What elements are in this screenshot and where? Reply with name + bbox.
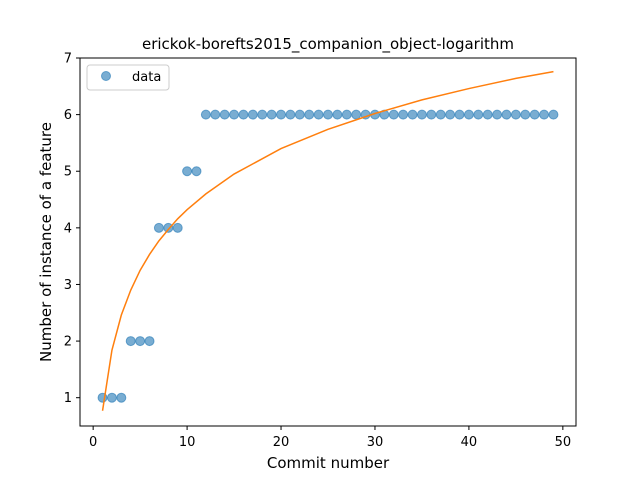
legend-marker-data [101, 71, 111, 81]
plot-marks [97, 70, 559, 411]
data-point [153, 222, 164, 233]
data-point [219, 109, 230, 120]
plot-frame [79, 57, 577, 427]
y-tick-label: 4 [64, 221, 72, 236]
data-point [210, 109, 221, 120]
legend-label-data: data [132, 70, 161, 85]
data-point [435, 109, 446, 120]
data-point [454, 109, 465, 120]
data-point [266, 109, 277, 120]
data-point [510, 109, 521, 120]
data-point [351, 109, 362, 120]
data-point [539, 109, 550, 120]
x-tick-label: 50 [555, 435, 572, 450]
data-point [341, 109, 352, 120]
y-tick-label: 7 [64, 52, 72, 67]
fit-line [101, 70, 554, 411]
data-point [285, 109, 296, 120]
x-tick-label: 0 [89, 435, 97, 450]
data-point [323, 109, 333, 120]
y-tick-label: 1 [64, 391, 72, 406]
data-point [144, 336, 155, 347]
data-point [520, 109, 531, 120]
data-point [482, 109, 493, 120]
data-point [229, 109, 240, 120]
legend: data [86, 64, 170, 91]
data-point [182, 166, 193, 177]
data-point [548, 109, 559, 120]
chart-title: erickok-borefts2015_companion_object-log… [142, 35, 514, 54]
data-point [416, 109, 427, 120]
y-tick-label: 5 [64, 165, 72, 180]
data-point [529, 109, 540, 120]
data-point [238, 109, 249, 120]
x-tick-label: 20 [273, 435, 290, 450]
data-point [294, 109, 305, 120]
data-point [163, 222, 174, 233]
x-axis-ticks: 0 10 20 30 40 50 [89, 426, 571, 450]
data-point [407, 109, 418, 120]
y-axis-label: Number of instance of a feature [37, 122, 55, 362]
data-point [445, 109, 456, 120]
data-point [247, 109, 258, 120]
data-point [398, 109, 409, 120]
data-point [257, 109, 268, 120]
data-point [200, 109, 211, 120]
data-point [492, 109, 503, 120]
data-point [426, 109, 437, 120]
data-point [191, 166, 202, 177]
data-point [304, 109, 315, 120]
y-tick-label: 3 [64, 278, 72, 293]
x-tick-label: 40 [461, 435, 478, 450]
data-point [172, 222, 183, 233]
data-point [388, 109, 399, 120]
x-tick-label: 30 [367, 435, 384, 450]
y-tick-label: 6 [64, 108, 72, 123]
data-point [106, 392, 117, 403]
data-point [473, 109, 484, 120]
data-point [463, 109, 474, 120]
x-tick-label: 10 [179, 435, 196, 450]
data-point [501, 109, 512, 120]
data-point [332, 109, 343, 120]
y-axis-ticks: 1 2 3 4 5 6 7 [64, 52, 80, 406]
data-point [276, 109, 287, 120]
data-point [125, 336, 136, 347]
data-point [313, 109, 324, 120]
y-tick-label: 2 [64, 335, 72, 350]
data-point [135, 336, 146, 347]
x-axis-label: Commit number [267, 454, 390, 472]
data-point [116, 392, 127, 403]
